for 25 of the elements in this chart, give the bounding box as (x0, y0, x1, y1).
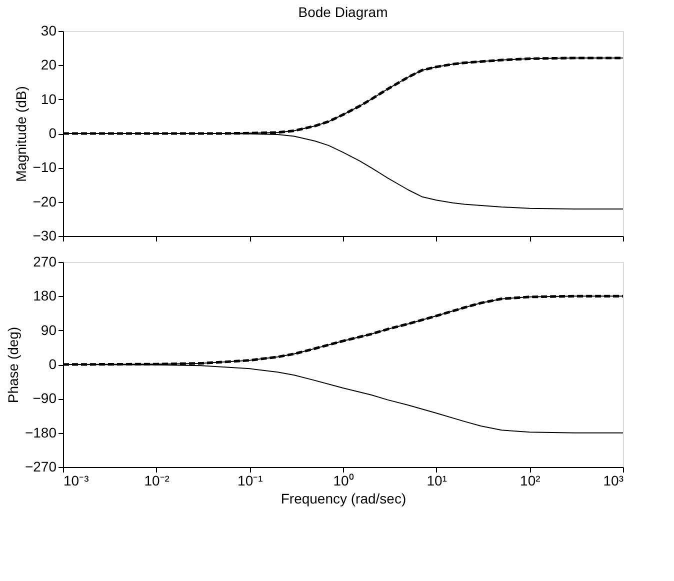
x-tick-label: 10⁻² (144, 472, 170, 488)
y-tick-label: 270 (33, 254, 57, 270)
y-tick-label: 90 (40, 322, 57, 338)
x-tick-label: 10⁰ (333, 472, 354, 488)
y-tick-label: −10 (32, 159, 57, 176)
y-tick-label: −180 (24, 424, 57, 440)
x-tick-label: 10³ (603, 472, 624, 488)
y-axis-title: Phase (deg) (4, 326, 21, 404)
x-tick-label: 10⁻³ (64, 472, 90, 488)
y-tick-label: −20 (32, 193, 57, 210)
y-tick-label: 0 (48, 125, 57, 141)
x-tick-label: 10¹ (426, 472, 448, 488)
y-tick-label: 20 (40, 56, 57, 73)
y-tick-label: 180 (33, 288, 57, 304)
y-axis-title: Magnitude (dB) (12, 86, 29, 182)
y-tick-label: −90 (32, 390, 57, 406)
chart-title: Bode Diagram (298, 4, 388, 20)
y-tick-label: −270 (24, 458, 57, 474)
y-tick-label: 10 (40, 90, 57, 107)
x-axis-title: Frequency (rad/sec) (280, 490, 406, 506)
y-tick-label: −30 (32, 228, 57, 244)
x-tick-label: 10² (520, 472, 541, 488)
y-tick-label: 30 (40, 22, 57, 38)
x-tick-label: 10⁻¹ (238, 472, 264, 488)
y-tick-label: 0 (48, 356, 57, 372)
